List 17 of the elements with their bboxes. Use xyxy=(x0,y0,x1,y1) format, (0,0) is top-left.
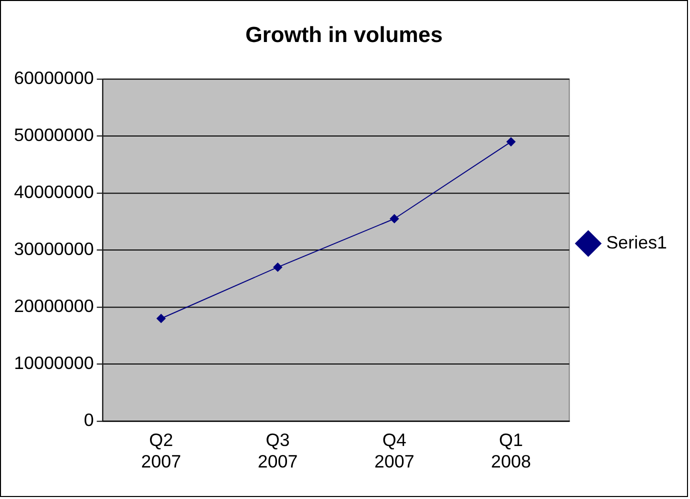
y-tick-label: 50000000 xyxy=(14,125,94,146)
point xyxy=(390,214,399,224)
chart-title: Growth in volumes xyxy=(245,22,443,48)
legend-label: Series1 xyxy=(606,232,668,252)
point xyxy=(273,262,282,272)
x-tick-label: Q2 2007 xyxy=(141,430,182,472)
x-tick-label: Q1 2008 xyxy=(491,430,531,472)
y-tick-label: 20000000 xyxy=(14,296,94,316)
x-tick-label: Q4 2007 xyxy=(374,430,414,472)
y-tick-label: 60000000 xyxy=(14,68,94,88)
x-tick-label: Q3 2007 xyxy=(258,430,298,472)
point xyxy=(506,137,516,146)
y-tick-label: 30000000 xyxy=(14,239,94,260)
y-tick-label: 40000000 xyxy=(14,182,94,202)
point xyxy=(156,314,166,323)
y-tick-label: 10000000 xyxy=(14,353,94,374)
y-tick-label: 0 xyxy=(84,410,94,430)
